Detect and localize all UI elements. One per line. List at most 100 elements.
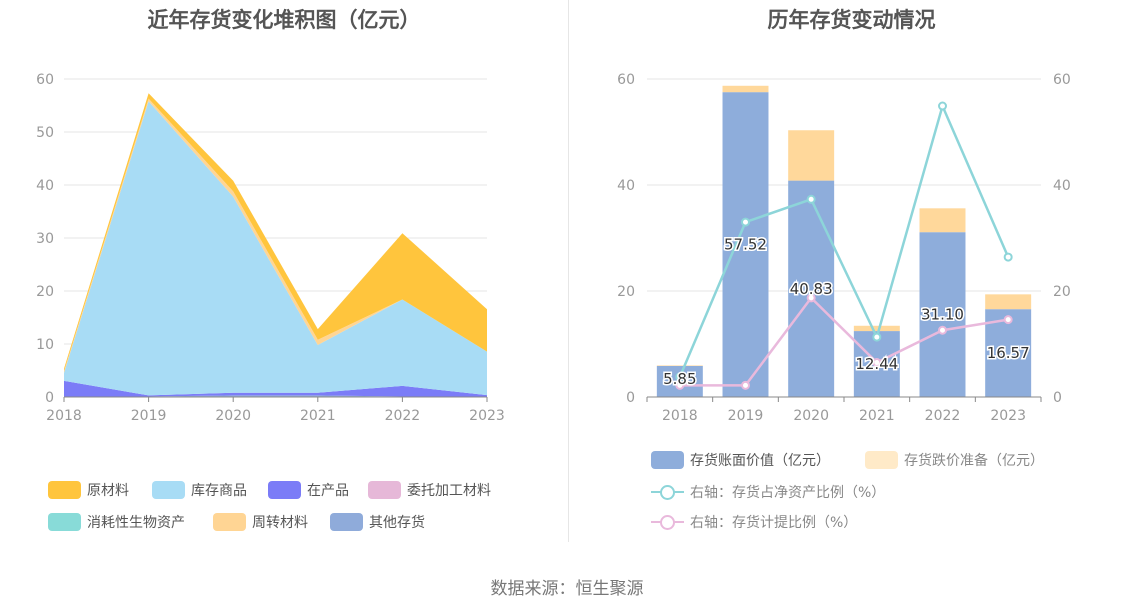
y2-tick-label: 60 bbox=[1053, 72, 1071, 88]
legend-label: 其他存货 bbox=[369, 515, 425, 531]
y-tick-label: 40 bbox=[36, 178, 54, 194]
y-tick-label: 60 bbox=[617, 72, 635, 88]
x-tick-label: 2023 bbox=[469, 408, 505, 424]
x-tick-label: 2019 bbox=[131, 408, 167, 424]
bar-impairment bbox=[788, 130, 835, 181]
legend-label: 右轴：存货计提比例（%） bbox=[690, 515, 858, 531]
legend-swatch bbox=[651, 451, 684, 469]
legend-item[interactable]: 库存商品 bbox=[152, 480, 247, 500]
legend-item[interactable]: 其他存货 bbox=[330, 512, 425, 532]
legend-item[interactable]: 右轴：存货计提比例（%） bbox=[651, 512, 857, 532]
line-series bbox=[678, 102, 1010, 378]
x-tick-label: 2018 bbox=[46, 408, 82, 424]
panel-divider bbox=[568, 0, 569, 542]
legend-item[interactable]: 周转材料 bbox=[213, 512, 308, 532]
legend-swatch bbox=[368, 481, 401, 499]
legend-label: 原材料 bbox=[87, 483, 129, 499]
line-series bbox=[679, 295, 1009, 387]
legend-label: 库存商品 bbox=[191, 483, 247, 499]
legend-swatch bbox=[651, 513, 684, 531]
line-point bbox=[938, 325, 947, 335]
source-note: 数据来源：恒生聚源 bbox=[490, 579, 644, 599]
legend-swatch bbox=[48, 481, 81, 499]
stacked-bar-line-chart: 0 20 40 60 0 20 40 60 2018 2019 2020 2021 2022 2023 5.… bbox=[617, 72, 1071, 424]
line-point bbox=[806, 194, 816, 204]
legend-swatch bbox=[865, 451, 898, 469]
bar-impairment bbox=[722, 85, 769, 93]
x-tick-label: 2021 bbox=[859, 408, 895, 424]
bar-data-label: 5.85 bbox=[663, 370, 696, 388]
legend-label: 存货账面价值（亿元） bbox=[690, 453, 830, 469]
x-tick-label: 2019 bbox=[728, 408, 764, 424]
bar-data-label: 40.83 bbox=[790, 280, 833, 298]
x-tick-label: 2018 bbox=[662, 408, 698, 424]
bar-data-label: 16.57 bbox=[987, 344, 1030, 362]
bar-data-label: 12.44 bbox=[855, 355, 898, 373]
x-tick-label: 2023 bbox=[990, 408, 1026, 424]
y2-tick-label: 40 bbox=[1053, 178, 1071, 194]
y-tick-label: 20 bbox=[36, 284, 54, 300]
legend-swatch bbox=[651, 483, 684, 501]
bar-book-value bbox=[788, 180, 835, 397]
legend-label: 消耗性生物资产 bbox=[87, 515, 185, 531]
stacked-area-chart: 0 10 20 30 40 50 60 2018 2019 2020 2021 2022 2023 bbox=[36, 72, 505, 424]
line-point bbox=[675, 380, 685, 390]
legend-item[interactable]: 存货跌价准备（亿元） bbox=[865, 450, 1044, 470]
legend-label: 周转材料 bbox=[252, 515, 308, 531]
y2-tick-label: 20 bbox=[1053, 284, 1071, 300]
legend-item[interactable]: 存货账面价值（亿元） bbox=[651, 450, 830, 470]
legend-swatch bbox=[268, 481, 301, 499]
legend-label: 委托加工材料 bbox=[407, 483, 491, 499]
legend-label: 右轴：存货占净资产比例（%） bbox=[690, 485, 886, 501]
chart-title: 历年存货变动情况 bbox=[767, 8, 936, 32]
x-tick-label: 2020 bbox=[793, 408, 829, 424]
y-tick-label: 10 bbox=[36, 337, 54, 353]
legend-swatch bbox=[152, 481, 185, 499]
line-point bbox=[872, 358, 882, 368]
line-point bbox=[806, 293, 816, 303]
line-point bbox=[1003, 252, 1013, 262]
legend-item[interactable]: 消耗性生物资产 bbox=[48, 512, 185, 532]
bar-book-value bbox=[919, 232, 966, 397]
line-point bbox=[675, 372, 685, 382]
chart-title: 近年存货变化堆积图（亿元） bbox=[147, 8, 421, 32]
y-tick-label: 60 bbox=[36, 72, 54, 88]
bar-chart-legend: 存货账面价值（亿元） 存货跌价准备（亿元） 右轴：存货占净资产比例（%） 右轴：存货计… bbox=[569, 446, 1134, 546]
legend-swatch bbox=[213, 513, 246, 531]
line-point bbox=[872, 332, 882, 342]
legend-swatch bbox=[330, 513, 363, 531]
x-tick-label: 2021 bbox=[300, 408, 336, 424]
inventory-stacked-area-panel: 近年存货变化堆积图（亿元） 0 10 20 30 40 50 60 2018 2019 2020 2… bbox=[0, 0, 568, 560]
inventory-bar-panel: 历年存货变动情况 0 20 40 60 0 20 40 60 2018 2019 2020 2021 2… bbox=[569, 0, 1134, 560]
legend-item[interactable]: 委托加工材料 bbox=[368, 480, 491, 500]
bar-impairment bbox=[985, 294, 1032, 310]
legend-label: 在产品 bbox=[307, 483, 349, 499]
y-tick-label: 20 bbox=[617, 284, 635, 300]
legend-item[interactable]: 原材料 bbox=[48, 480, 129, 500]
y-tick-label: 0 bbox=[45, 390, 54, 406]
y-tick-label: 50 bbox=[36, 125, 54, 141]
x-tick-label: 2022 bbox=[925, 408, 961, 424]
y2-tick-label: 0 bbox=[1053, 390, 1062, 406]
bar-impairment bbox=[853, 325, 900, 332]
line-point bbox=[741, 380, 750, 390]
legend-label: 存货跌价准备（亿元） bbox=[904, 453, 1044, 469]
bar-data-label: 57.52 bbox=[724, 236, 767, 254]
line-point bbox=[1003, 315, 1013, 325]
legend-item[interactable]: 在产品 bbox=[268, 480, 349, 500]
area-在产品 bbox=[64, 380, 487, 397]
bar-impairment bbox=[656, 365, 703, 366]
line-point bbox=[741, 217, 750, 227]
legend-item[interactable]: 右轴：存货占净资产比例（%） bbox=[651, 482, 885, 502]
area-库存商品 bbox=[64, 101, 487, 396]
y-tick-label: 0 bbox=[626, 390, 635, 406]
x-tick-label: 2020 bbox=[215, 408, 251, 424]
y-tick-label: 40 bbox=[617, 178, 635, 194]
y-tick-label: 30 bbox=[36, 231, 54, 247]
bar-impairment bbox=[919, 208, 966, 233]
line-point bbox=[938, 101, 947, 111]
bar-book-value bbox=[722, 92, 769, 398]
bar-data-label: 31.10 bbox=[921, 306, 964, 324]
area-chart-legend: 原材料 库存商品 在产品 委托加工材料消耗性生物资产 周转材料 其他存货 bbox=[0, 476, 568, 546]
area-原材料 bbox=[64, 93, 487, 372]
